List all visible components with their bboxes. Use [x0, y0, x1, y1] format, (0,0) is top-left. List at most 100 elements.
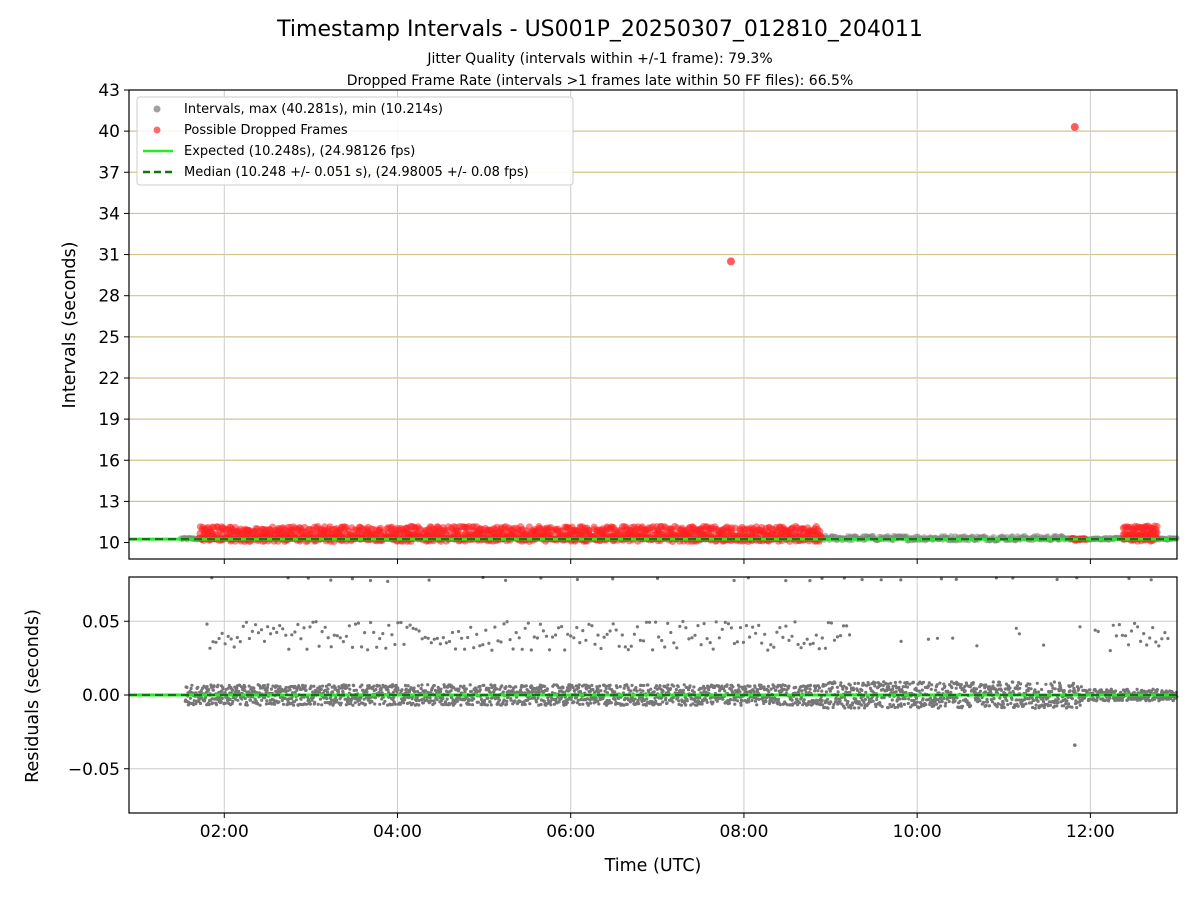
residual-point: [762, 688, 767, 692]
residual-point: [767, 690, 771, 694]
residual-point: [893, 680, 898, 685]
residual-point: [356, 621, 361, 625]
residual-point: [927, 681, 931, 685]
residual-point: [211, 688, 215, 692]
residual-point: [1057, 689, 1061, 693]
residual-point: [304, 688, 308, 692]
residual-point: [753, 685, 757, 689]
residual-point: [1011, 680, 1015, 684]
residual-point: [748, 684, 752, 688]
residual-point: [566, 686, 570, 690]
residual-point: [500, 684, 504, 688]
residual-point: [403, 683, 408, 688]
residual-point: [245, 703, 249, 707]
residual-point: [232, 645, 236, 649]
residual-point: [875, 697, 879, 702]
residual-point: [238, 640, 242, 644]
residual-point: [947, 699, 951, 704]
residual-point: [1048, 703, 1053, 707]
residual-point: [484, 628, 488, 632]
residual-point: [832, 702, 836, 707]
residual-point: [549, 703, 553, 707]
residual-point: [639, 683, 643, 688]
residual-point: [949, 690, 953, 694]
residual-point: [1034, 703, 1038, 707]
residual-point: [226, 686, 230, 690]
residual-point: [927, 684, 931, 688]
residual-point: [652, 690, 656, 694]
residual-point: [478, 644, 482, 648]
residual-point: [782, 687, 786, 692]
residual-point: [442, 683, 446, 687]
residual-point: [373, 696, 378, 700]
residual-point: [481, 643, 485, 647]
residual-point: [1043, 702, 1047, 707]
residual-point: [272, 626, 276, 631]
residual-point: [787, 684, 791, 688]
intervals-y-tick-label: 19: [98, 410, 120, 430]
residual-point: [310, 698, 314, 702]
residual-point: [534, 700, 539, 704]
residual-point: [940, 700, 944, 704]
residual-point: [942, 696, 946, 701]
residual-point: [834, 696, 838, 701]
residual-point: [772, 684, 776, 688]
residual-point: [414, 627, 418, 631]
residual-point: [432, 683, 436, 688]
residual-point: [615, 686, 619, 690]
residual-point: [874, 704, 878, 709]
residual-point: [487, 641, 491, 645]
residual-point: [658, 684, 662, 688]
residual-point: [242, 688, 247, 693]
residual-point: [332, 633, 336, 637]
residual-point: [958, 699, 962, 703]
residual-point: [944, 701, 948, 705]
residual-point: [623, 696, 627, 701]
residual-point: [1066, 705, 1070, 709]
residual-point: [842, 684, 846, 688]
residual-point: [520, 647, 524, 651]
residual-point: [360, 683, 364, 687]
residual-point: [859, 703, 864, 707]
intervals-y-tick-label: 25: [98, 328, 120, 348]
residual-point: [1066, 702, 1071, 706]
residual-point: [769, 687, 773, 691]
residual-point: [814, 684, 818, 688]
residual-point: [281, 627, 285, 631]
residual-point: [793, 701, 797, 705]
residual-point: [424, 689, 428, 693]
residual-point: [1062, 704, 1066, 708]
residual-point: [311, 620, 315, 624]
residual-point: [365, 687, 369, 691]
residual-point: [939, 704, 943, 708]
residual-point: [747, 700, 751, 704]
residual-point: [921, 680, 926, 684]
residual-point: [888, 702, 892, 707]
dropped-frame-point: [1153, 529, 1161, 536]
residual-point: [576, 698, 580, 702]
residual-point: [238, 702, 242, 706]
residual-point: [539, 702, 543, 707]
residual-point: [665, 686, 670, 690]
residual-point: [704, 698, 709, 702]
residual-point: [387, 623, 391, 627]
residual-point: [441, 697, 445, 701]
residual-point: [679, 703, 684, 707]
residual-point: [347, 683, 351, 687]
residual-point: [309, 684, 313, 688]
residual-point: [1042, 705, 1046, 710]
residual-point: [740, 699, 744, 703]
residual-point: [338, 686, 342, 690]
residual-point: [433, 701, 437, 705]
residual-point: [326, 636, 330, 640]
residual-point: [745, 690, 749, 694]
residual-point: [891, 687, 895, 691]
residual-point: [269, 632, 273, 636]
residual-point: [1055, 704, 1059, 708]
residual-point: [806, 702, 811, 707]
residual-point: [1040, 687, 1044, 692]
intervals-x-ticks: [223, 559, 1091, 564]
residual-point: [483, 703, 487, 707]
residual-point: [417, 703, 421, 707]
residual-point: [873, 681, 877, 685]
